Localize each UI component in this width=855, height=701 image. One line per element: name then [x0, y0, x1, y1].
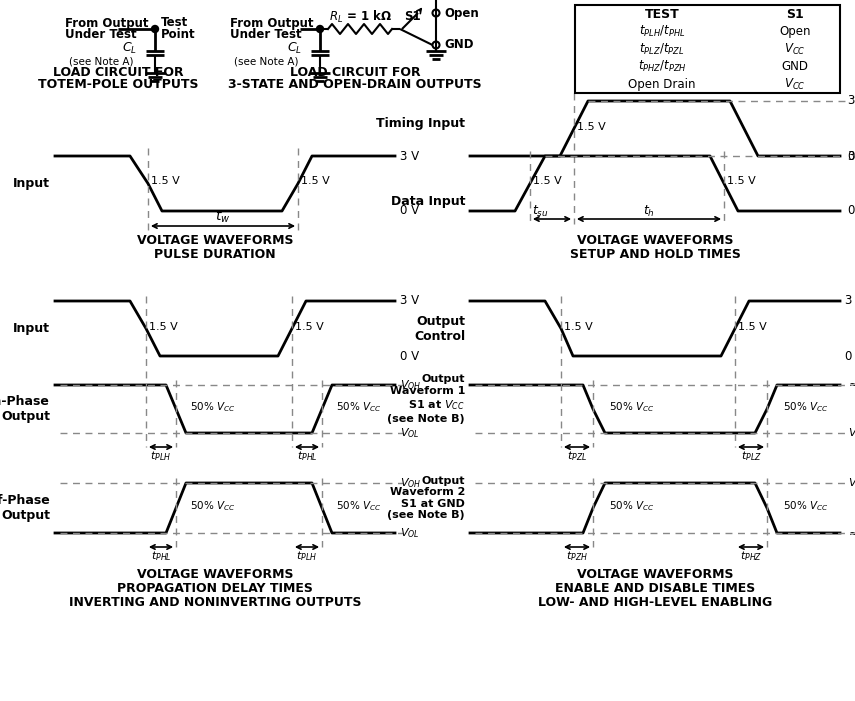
Text: 1.5 V: 1.5 V — [533, 177, 562, 186]
Text: 50% $V_{CC}$: 50% $V_{CC}$ — [190, 499, 236, 513]
Text: $V_{CC}$: $V_{CC}$ — [784, 41, 805, 57]
Text: 0 V: 0 V — [848, 149, 855, 163]
Text: (see Note A): (see Note A) — [68, 56, 133, 66]
Text: $V_{OL}$: $V_{OL}$ — [400, 426, 420, 440]
Text: Test: Test — [161, 17, 188, 29]
Text: $t_{PHL}$: $t_{PHL}$ — [150, 549, 171, 563]
Text: Output
Waveform 2
S1 at GND
(see Note B): Output Waveform 2 S1 at GND (see Note B) — [387, 475, 465, 520]
Text: Timing Input: Timing Input — [376, 117, 465, 130]
Text: LOAD CIRCUIT FOR: LOAD CIRCUIT FOR — [53, 67, 183, 79]
Text: $t_{PZL}$: $t_{PZL}$ — [567, 449, 587, 463]
Text: $t_{PHZ}$: $t_{PHZ}$ — [740, 549, 762, 563]
Text: From Output: From Output — [65, 17, 149, 29]
Text: $t_{PLH}/t_{PHL}$: $t_{PLH}/t_{PHL}$ — [639, 25, 685, 39]
Text: LOAD CIRCUIT FOR: LOAD CIRCUIT FOR — [290, 67, 421, 79]
Text: $V_{CC}$: $V_{CC}$ — [784, 76, 805, 92]
Text: 50% $V_{CC}$: 50% $V_{CC}$ — [783, 499, 828, 513]
Text: GND: GND — [444, 39, 474, 51]
Text: $V_{OL}$: $V_{OL}$ — [400, 526, 420, 540]
Text: 1.5 V: 1.5 V — [149, 322, 178, 332]
Text: 50% $V_{CC}$: 50% $V_{CC}$ — [609, 400, 655, 414]
Text: 3 V: 3 V — [400, 149, 419, 163]
Text: In-Phase
Output: In-Phase Output — [0, 395, 50, 423]
Circle shape — [316, 25, 323, 32]
Text: TOTEM-POLE OUTPUTS: TOTEM-POLE OUTPUTS — [38, 79, 198, 92]
Text: 1.5 V: 1.5 V — [577, 121, 605, 132]
Text: $V_{OH}$−0.3 V: $V_{OH}$−0.3 V — [848, 476, 855, 490]
Text: 50% $V_{CC}$: 50% $V_{CC}$ — [609, 499, 655, 513]
Text: Open: Open — [444, 6, 479, 20]
Text: $C_L$: $C_L$ — [287, 41, 302, 55]
Text: $t_{PHZ}/t_{PZH}$: $t_{PHZ}/t_{PZH}$ — [638, 59, 687, 74]
Text: $V_{OL}$+0.3 V: $V_{OL}$+0.3 V — [848, 426, 855, 440]
Text: Open: Open — [779, 25, 811, 39]
Text: 0 V: 0 V — [400, 350, 419, 362]
Text: 0 V: 0 V — [400, 205, 419, 217]
Text: 1.5 V: 1.5 V — [295, 322, 324, 332]
Text: (see Note A): (see Note A) — [233, 56, 298, 66]
Text: LOW- AND HIGH-LEVEL ENABLING: LOW- AND HIGH-LEVEL ENABLING — [538, 597, 772, 609]
Text: 50% $V_{CC}$: 50% $V_{CC}$ — [190, 400, 236, 414]
Text: $t_h$: $t_h$ — [643, 203, 655, 219]
Text: 1.5 V: 1.5 V — [564, 322, 593, 332]
Text: 0 V: 0 V — [848, 205, 855, 217]
Text: Input: Input — [13, 322, 50, 335]
Bar — [575, 5, 840, 93]
Text: $t_{PLH}$: $t_{PLH}$ — [150, 449, 172, 463]
Text: $t_{PLZ}$: $t_{PLZ}$ — [740, 449, 762, 463]
Text: $t_{PLZ}/t_{PZL}$: $t_{PLZ}/t_{PZL}$ — [640, 41, 685, 57]
Text: 1.5 V: 1.5 V — [301, 177, 330, 186]
Text: ENABLE AND DISABLE TIMES: ENABLE AND DISABLE TIMES — [555, 583, 755, 596]
Text: Data Input: Data Input — [391, 194, 465, 207]
Text: $t_{PZH}$: $t_{PZH}$ — [566, 549, 588, 563]
Text: PULSE DURATION: PULSE DURATION — [154, 248, 276, 261]
Text: $t_w$: $t_w$ — [215, 209, 231, 225]
Text: $≈0$ V: $≈0$ V — [848, 527, 855, 539]
Circle shape — [151, 25, 158, 32]
Text: 3 V: 3 V — [848, 149, 855, 163]
Text: S1: S1 — [404, 11, 421, 24]
Text: PROPAGATION DELAY TIMES: PROPAGATION DELAY TIMES — [117, 583, 313, 596]
Text: Under Test: Under Test — [65, 29, 137, 41]
Text: Out-of-Phase
Output: Out-of-Phase Output — [0, 494, 50, 522]
Text: 1.5 V: 1.5 V — [151, 177, 180, 186]
Text: Point: Point — [161, 29, 196, 41]
Text: 3-STATE AND OPEN-DRAIN OUTPUTS: 3-STATE AND OPEN-DRAIN OUTPUTS — [228, 79, 482, 92]
Text: 3 V: 3 V — [845, 294, 855, 308]
Text: VOLTAGE WAVEFORMS: VOLTAGE WAVEFORMS — [577, 569, 734, 582]
Text: VOLTAGE WAVEFORMS: VOLTAGE WAVEFORMS — [137, 569, 293, 582]
Text: 50% $V_{CC}$: 50% $V_{CC}$ — [783, 400, 828, 414]
Text: 1.5 V: 1.5 V — [727, 177, 756, 186]
Text: 1.5 V: 1.5 V — [738, 322, 767, 332]
Text: From Output: From Output — [230, 17, 314, 29]
Text: Input: Input — [13, 177, 50, 190]
Text: Output
Control: Output Control — [414, 315, 465, 343]
Text: VOLTAGE WAVEFORMS: VOLTAGE WAVEFORMS — [577, 235, 734, 247]
Text: GND: GND — [781, 60, 809, 73]
Text: 50% $V_{CC}$: 50% $V_{CC}$ — [336, 499, 381, 513]
Text: VOLTAGE WAVEFORMS: VOLTAGE WAVEFORMS — [137, 235, 293, 247]
Text: 3 V: 3 V — [400, 294, 419, 308]
Text: 0 V: 0 V — [845, 350, 855, 362]
Text: $≈V_{CC}$: $≈V_{CC}$ — [848, 378, 855, 392]
Text: $C_L$: $C_L$ — [122, 41, 137, 55]
Text: $t_{PHL}$: $t_{PHL}$ — [297, 449, 317, 463]
Text: $V_{OH}$: $V_{OH}$ — [400, 476, 422, 490]
Text: $V_{OH}$: $V_{OH}$ — [400, 378, 422, 392]
Text: S1: S1 — [786, 8, 804, 20]
Text: $R_L$ = 1 kΩ: $R_L$ = 1 kΩ — [328, 9, 392, 25]
Text: SETUP AND HOLD TIMES: SETUP AND HOLD TIMES — [569, 248, 740, 261]
Text: Open Drain: Open Drain — [628, 78, 696, 90]
Text: INVERTING AND NONINVERTING OUTPUTS: INVERTING AND NONINVERTING OUTPUTS — [68, 597, 362, 609]
Text: TEST: TEST — [645, 8, 680, 20]
Text: $t_{su}$: $t_{su}$ — [532, 203, 549, 219]
Text: Output
Waveform 1
S1 at $V_{CC}$
(see Note B): Output Waveform 1 S1 at $V_{CC}$ (see No… — [387, 374, 465, 423]
Text: Under Test: Under Test — [230, 29, 302, 41]
Text: $t_{PLH}$: $t_{PLH}$ — [297, 549, 317, 563]
Text: 50% $V_{CC}$: 50% $V_{CC}$ — [336, 400, 381, 414]
Text: 3 V: 3 V — [848, 95, 855, 107]
